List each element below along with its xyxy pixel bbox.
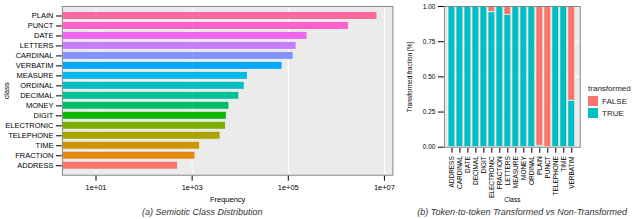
svg-text:class: class: [2, 82, 11, 99]
svg-text:ORDINAL: ORDINAL: [528, 156, 535, 185]
svg-text:1.00: 1.00: [423, 3, 436, 10]
svg-text:TELEPHONE: TELEPHONE: [8, 131, 53, 140]
svg-text:MEASURE: MEASURE: [512, 156, 519, 189]
svg-text:ADDRESS: ADDRESS: [17, 161, 53, 170]
svg-text:TIME: TIME: [36, 141, 54, 150]
svg-text:PLAIN: PLAIN: [536, 156, 543, 175]
svg-text:1e+01: 1e+01: [86, 183, 107, 192]
html-text:(a) Semiotic Class Distributio: (a) Semiotic Class Distribution: [141, 206, 263, 217]
svg-text:0.25: 0.25: [423, 108, 436, 115]
svg-text:FRACTION: FRACTION: [15, 151, 53, 160]
svg-text:DECIMAL: DECIMAL: [20, 91, 53, 100]
svg-text:Class: Class: [505, 196, 521, 203]
svg-text:1e+05: 1e+05: [278, 183, 299, 192]
svg-text:0.75: 0.75: [423, 38, 436, 45]
html-text:transformed: transformed: [588, 84, 631, 94]
svg-text:MEASURE: MEASURE: [16, 71, 53, 80]
svg-text:DIGIT: DIGIT: [480, 156, 487, 173]
svg-text:LETTERS: LETTERS: [20, 41, 54, 50]
svg-text:1e+07: 1e+07: [374, 183, 395, 192]
svg-text:FRACTION: FRACTION: [496, 156, 503, 189]
svg-text:DECIMAL: DECIMAL: [472, 156, 479, 185]
html-text:(b) Token-to-token Transformed: (b) Token-to-token Transformed vs Non-Tr…: [417, 206, 628, 217]
svg-text:ADDRESS: ADDRESS: [448, 156, 455, 188]
svg-text:ORDINAL: ORDINAL: [20, 81, 53, 90]
svg-text:CARDINAL: CARDINAL: [456, 156, 463, 189]
html-text:FALSE: FALSE: [602, 96, 627, 106]
svg-text:LETTERS: LETTERS: [504, 156, 511, 186]
svg-text:TELEPHONE: TELEPHONE: [552, 156, 559, 196]
svg-text:ELECTRONIC: ELECTRONIC: [488, 156, 495, 198]
svg-text:MONEY: MONEY: [520, 156, 527, 180]
svg-text:MONEY: MONEY: [26, 101, 53, 110]
svg-text:1e+03: 1e+03: [182, 183, 203, 192]
svg-text:PUNCT: PUNCT: [28, 21, 54, 30]
svg-text:DATE: DATE: [34, 31, 53, 40]
html-text:TRUE: TRUE: [602, 108, 624, 118]
svg-text:TIME: TIME: [560, 156, 567, 172]
svg-text:DATE: DATE: [464, 156, 471, 173]
svg-text:ELECTRONIC: ELECTRONIC: [5, 121, 54, 130]
svg-text:Frequency: Frequency: [210, 195, 246, 204]
svg-text:CARDINAL: CARDINAL: [16, 51, 54, 60]
svg-text:0.00: 0.00: [423, 143, 436, 150]
svg-text:Transformed fraction [%]: Transformed fraction [%]: [406, 41, 414, 112]
svg-text:0.50: 0.50: [423, 73, 436, 80]
svg-text:VERBATIM: VERBATIM: [568, 156, 575, 189]
svg-text:PUNCT: PUNCT: [544, 156, 551, 178]
svg-text:PLAIN: PLAIN: [32, 11, 54, 20]
svg-text:VERBATIM: VERBATIM: [16, 61, 54, 70]
svg-text:DIGIT: DIGIT: [34, 111, 54, 120]
